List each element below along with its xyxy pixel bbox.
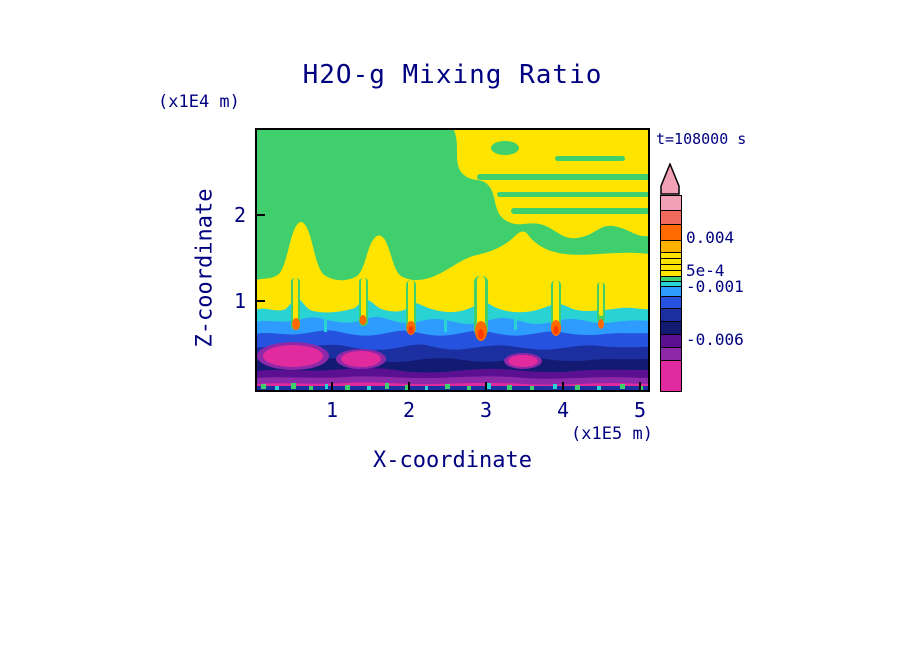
- surface-speckles: [261, 383, 643, 391]
- colorbar-segment: [661, 210, 681, 224]
- z-axis-label: Z-coordinate: [192, 188, 218, 348]
- colorbar-overflow-arrow: [660, 163, 680, 195]
- magenta-pools: [263, 345, 538, 367]
- colorbar-segment: [661, 360, 681, 391]
- colorbar-segment: [661, 296, 681, 308]
- x-tick-1: 1: [325, 398, 339, 422]
- x-axis-label: X-coordinate: [373, 448, 532, 473]
- colorbar-segment: [661, 258, 681, 264]
- page-title: H2O-g Mixing Ratio: [302, 60, 603, 90]
- colorbar-label-m0006: -0.006: [686, 330, 744, 349]
- colorbar-segment: [661, 276, 681, 281]
- colorbar-segment: [661, 264, 681, 270]
- contour-field: [255, 128, 650, 392]
- x-tick-5: 5: [633, 398, 647, 422]
- colorbar-label-5e-4: 5e-4: [686, 261, 725, 280]
- colorbar-segment: [661, 196, 681, 210]
- colorbar-label-0004: 0.004: [686, 228, 735, 247]
- colorbar-label-m0001: -0.001: [686, 277, 744, 296]
- colorbar-segment: [661, 240, 681, 252]
- colorbar-segment: [661, 308, 681, 321]
- x-tick-3: 3: [479, 398, 493, 422]
- z-tick-2: 2: [233, 203, 246, 227]
- green-streaks-over-yellow: [477, 141, 650, 214]
- plumes: [291, 276, 605, 341]
- colorbar-segment: [661, 321, 681, 334]
- plot-border: [255, 128, 650, 392]
- colorbar-segment: [661, 281, 681, 286]
- bottom-dark-strip: [255, 386, 650, 392]
- colorbar-segment: [661, 347, 681, 360]
- colorbar-segment: [661, 270, 681, 276]
- z-tick-1: 1: [233, 289, 246, 313]
- z-axis-unit: (x1E4 m): [158, 92, 240, 112]
- colorbar-segment: [661, 224, 681, 240]
- colorbar-segment: [661, 252, 681, 258]
- colorbar-arrow-shape: [660, 163, 680, 195]
- colorbar-segment: [661, 286, 681, 296]
- colorbar-segments: [660, 195, 682, 392]
- time-annotation: t=108000 s: [656, 130, 747, 148]
- x-tick-2: 2: [402, 398, 416, 422]
- x-tick-4: 4: [556, 398, 570, 422]
- x-axis-unit: (x1E5 m): [571, 424, 653, 444]
- colorbar-segment: [661, 334, 681, 347]
